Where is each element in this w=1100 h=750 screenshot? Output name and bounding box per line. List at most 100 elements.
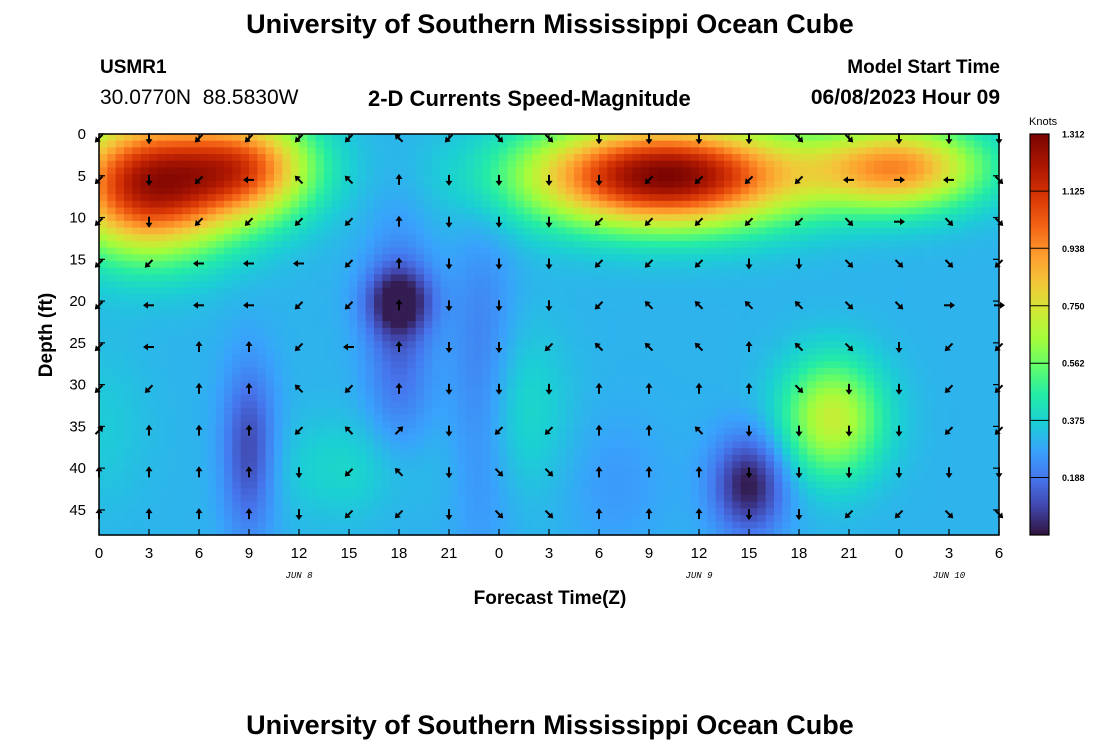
heatmap-cell bbox=[549, 160, 558, 169]
heatmap-cell bbox=[549, 220, 558, 229]
heatmap-cell bbox=[390, 227, 400, 235]
heatmap-cell bbox=[215, 134, 225, 142]
heatmap-cell bbox=[782, 227, 792, 235]
heatmap-cell bbox=[157, 448, 167, 456]
heatmap-cell bbox=[132, 414, 142, 422]
heatmap-cell bbox=[465, 408, 475, 416]
heatmap-cell bbox=[507, 461, 517, 469]
heatmap-cell bbox=[365, 247, 375, 255]
heatmap-cell bbox=[324, 481, 333, 489]
heatmap-cell bbox=[107, 260, 117, 269]
heatmap-cell bbox=[115, 247, 125, 255]
heatmap-cell bbox=[774, 147, 783, 155]
heatmap-cell bbox=[349, 160, 358, 169]
heatmap-cell bbox=[307, 194, 317, 202]
heatmap-cell bbox=[690, 461, 700, 469]
heatmap-cell bbox=[282, 514, 292, 523]
heatmap-cell bbox=[524, 281, 533, 289]
heatmap-cell bbox=[349, 441, 358, 449]
heatmap-cell bbox=[765, 327, 775, 336]
heatmap-cell bbox=[732, 454, 742, 463]
heatmap-cell bbox=[557, 461, 567, 469]
heatmap-cell bbox=[299, 347, 308, 356]
heatmap-cell bbox=[349, 367, 358, 376]
heatmap-cell bbox=[282, 194, 292, 202]
heatmap-cell bbox=[765, 494, 775, 503]
heatmap-cell bbox=[765, 274, 775, 282]
heatmap-cell bbox=[590, 401, 600, 409]
heatmap-cell bbox=[624, 514, 633, 523]
heatmap-cell bbox=[740, 421, 750, 429]
heatmap-cell bbox=[415, 461, 425, 469]
heatmap-cell bbox=[632, 494, 642, 503]
heatmap-cell bbox=[307, 408, 317, 416]
heatmap-cell bbox=[632, 461, 642, 469]
heatmap-cell bbox=[690, 194, 700, 202]
heatmap-cell bbox=[565, 354, 575, 362]
heatmap-cell bbox=[574, 334, 583, 342]
heatmap-cell bbox=[574, 474, 583, 483]
heatmap-cell bbox=[182, 314, 192, 322]
heatmap-cell bbox=[449, 347, 458, 356]
heatmap-cell bbox=[449, 374, 458, 382]
heatmap-cell bbox=[565, 134, 575, 142]
heatmap-cell bbox=[357, 394, 367, 402]
heatmap-cell bbox=[557, 247, 567, 255]
heatmap-cell bbox=[649, 307, 658, 316]
heatmap-cell bbox=[407, 468, 417, 476]
heatmap-cell bbox=[190, 441, 200, 449]
heatmap-cell bbox=[765, 448, 775, 456]
heatmap-cell bbox=[607, 194, 617, 202]
heatmap-cell bbox=[340, 321, 350, 329]
heatmap-cell bbox=[624, 454, 633, 463]
heatmap-cell bbox=[232, 387, 242, 396]
heatmap-cell bbox=[315, 421, 325, 429]
heatmap-cell bbox=[499, 207, 508, 215]
heatmap-cell bbox=[165, 174, 175, 182]
heatmap-cell bbox=[474, 514, 483, 523]
heatmap-cell bbox=[515, 501, 525, 509]
heatmap-cell bbox=[424, 140, 433, 148]
heatmap-cell bbox=[749, 240, 758, 249]
heatmap-cell bbox=[257, 247, 267, 255]
heatmap-cell bbox=[257, 381, 267, 389]
heatmap-cell bbox=[307, 260, 317, 269]
heatmap-cell bbox=[165, 474, 175, 483]
heatmap-cell bbox=[732, 381, 742, 389]
heatmap-cell bbox=[307, 254, 317, 262]
heatmap-cell bbox=[782, 147, 792, 155]
heatmap-cell bbox=[540, 367, 550, 376]
heatmap-cell bbox=[340, 194, 350, 202]
heatmap-cell bbox=[499, 187, 508, 195]
heatmap-cell bbox=[782, 174, 792, 182]
heatmap-cell bbox=[482, 501, 492, 509]
heatmap-cell bbox=[540, 521, 550, 529]
heatmap-cell bbox=[365, 154, 375, 162]
heatmap-cell bbox=[107, 434, 117, 443]
heatmap-cell bbox=[465, 454, 475, 463]
heatmap-cell bbox=[665, 521, 675, 529]
heatmap-cell bbox=[290, 154, 300, 162]
heatmap-cell bbox=[132, 421, 142, 429]
heatmap-cell bbox=[582, 307, 592, 316]
heatmap-cell bbox=[265, 454, 275, 463]
heatmap-cell bbox=[790, 167, 800, 175]
heatmap-cell bbox=[449, 387, 458, 396]
heatmap-cell bbox=[765, 441, 775, 449]
heatmap-cell bbox=[582, 494, 592, 503]
heatmap-cell bbox=[632, 474, 642, 483]
heatmap-cell bbox=[582, 167, 592, 175]
heatmap-cell bbox=[357, 341, 367, 349]
heatmap-cell bbox=[290, 528, 300, 536]
heatmap-cell bbox=[465, 227, 475, 235]
heatmap-cell bbox=[132, 321, 142, 329]
heatmap-cell bbox=[107, 154, 117, 162]
heatmap-cell bbox=[357, 334, 367, 342]
heatmap-cell bbox=[565, 160, 575, 169]
heatmap-cell bbox=[599, 434, 608, 443]
heatmap-cell bbox=[724, 408, 733, 416]
heatmap-cell bbox=[582, 448, 592, 456]
heatmap-cell bbox=[274, 154, 283, 162]
heatmap-cell bbox=[374, 327, 383, 336]
heatmap-cell bbox=[582, 381, 592, 389]
